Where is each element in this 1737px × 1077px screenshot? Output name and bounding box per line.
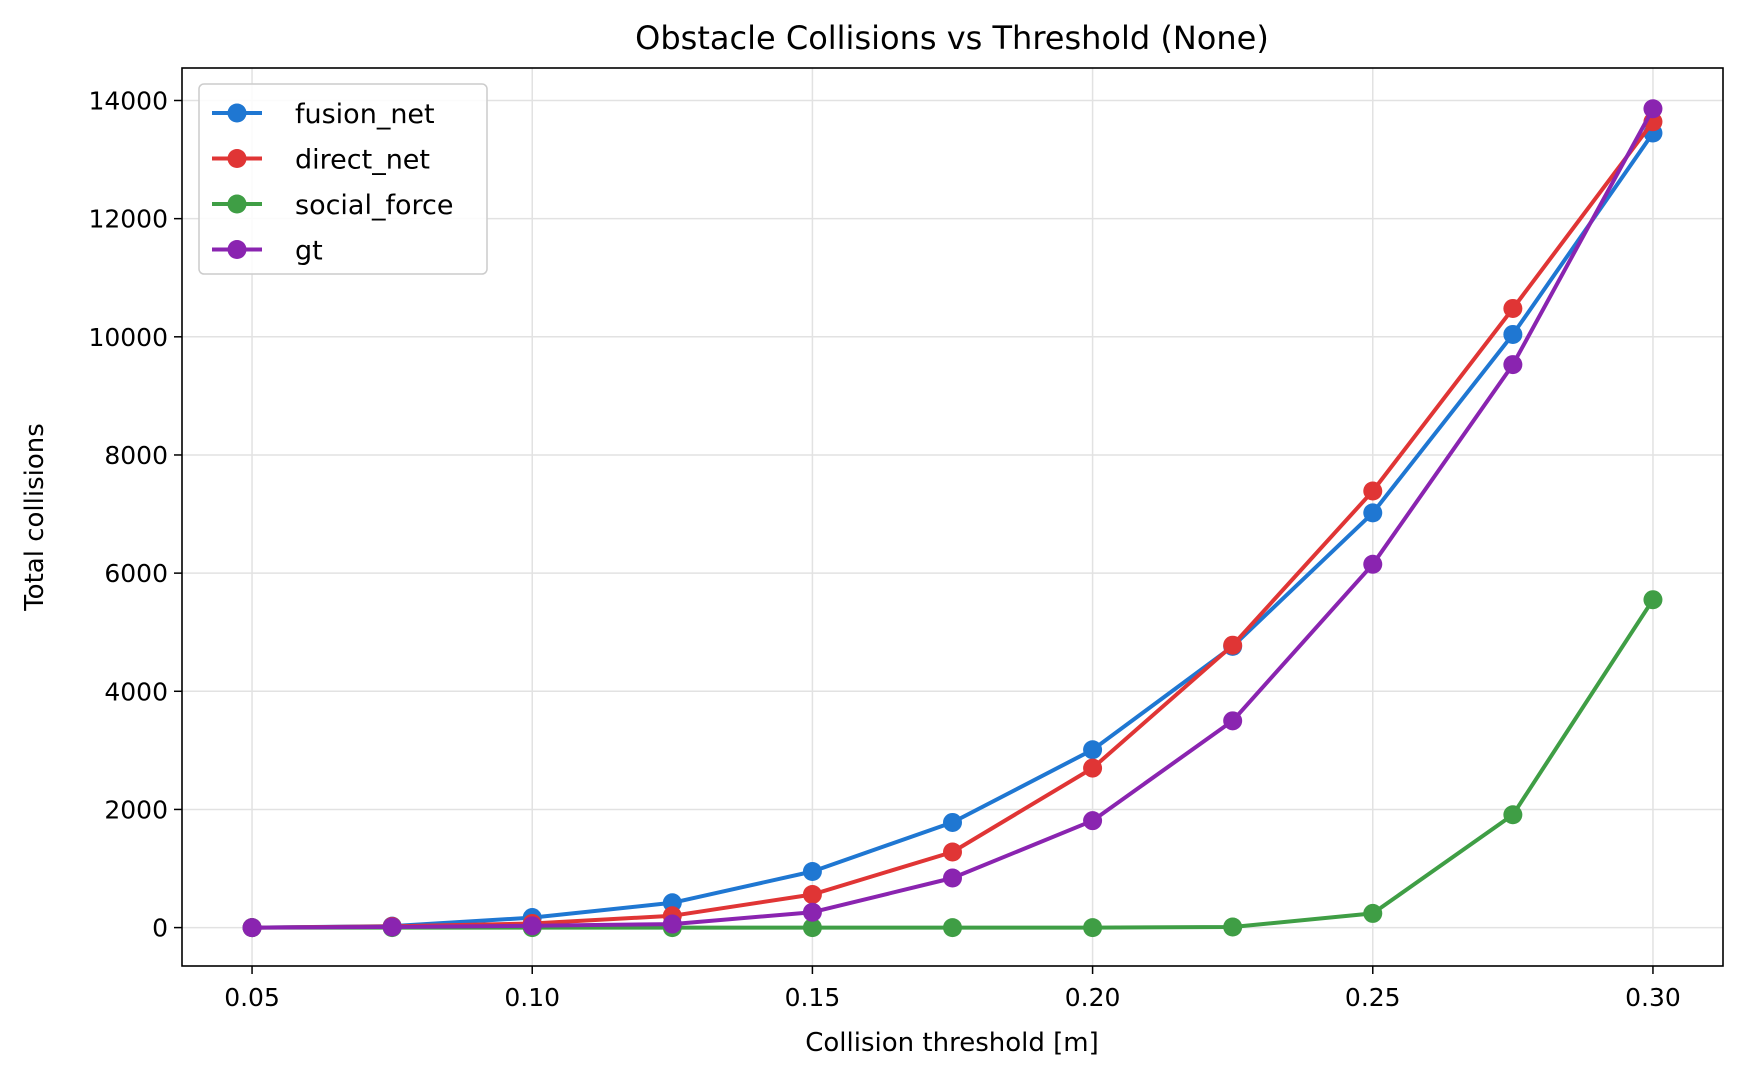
y-tick-label: 4000	[104, 677, 168, 706]
data-point	[1363, 903, 1383, 923]
y-tick-label: 14000	[88, 86, 168, 115]
y-tick-label: 8000	[104, 441, 168, 470]
legend-box	[198, 83, 488, 275]
data-point	[522, 916, 542, 936]
data-point	[943, 918, 962, 938]
legend-item: gt	[212, 236, 323, 267]
data-point	[382, 917, 402, 937]
data-point	[802, 902, 822, 922]
data-point	[802, 918, 822, 938]
data-point	[1643, 99, 1663, 119]
data-point	[1503, 355, 1523, 375]
data-point	[1363, 503, 1383, 523]
axis-ticks: 0.05 0.10 0.15 0.20 0.25 0.30 0 2000 4000 6000 800…	[88, 86, 1680, 1012]
x-tick-label: 0.30	[1625, 983, 1681, 1012]
data-point	[1643, 590, 1663, 610]
x-tick-label: 0.05	[224, 983, 280, 1012]
data-point	[1503, 298, 1523, 318]
data-point	[662, 914, 682, 934]
data-point	[1363, 554, 1383, 574]
legend-marker	[227, 240, 247, 259]
data-point	[242, 918, 262, 938]
legend-marker	[227, 149, 247, 168]
series-layer	[242, 99, 1663, 938]
series-gt	[242, 99, 1663, 938]
legend-marker	[227, 103, 247, 123]
data-point	[943, 842, 962, 862]
data-point	[1083, 918, 1103, 938]
y-tick-label: 0	[152, 914, 168, 943]
y-axis-label: Total collisions	[20, 423, 50, 612]
data-point	[1223, 711, 1243, 731]
data-point	[802, 861, 822, 881]
legend-marker	[227, 194, 247, 214]
data-point	[1223, 635, 1243, 655]
legend-item: fusion_net	[212, 99, 435, 130]
y-tick-label: 6000	[104, 559, 168, 588]
data-point	[943, 812, 962, 832]
x-tick-label: 0.15	[785, 983, 841, 1012]
data-point	[1503, 324, 1523, 344]
x-tick-label: 0.10	[504, 983, 560, 1012]
legend-label: direct_net	[295, 145, 430, 176]
data-point	[1503, 805, 1523, 825]
y-tick-label: 2000	[104, 795, 168, 824]
data-point	[1083, 758, 1103, 778]
data-point	[1083, 740, 1103, 760]
x-axis-label: Collision threshold [m]	[805, 1028, 1098, 1058]
plot-frame	[181, 67, 1724, 967]
y-tick-label: 12000	[88, 205, 168, 234]
data-point	[802, 885, 822, 905]
data-point	[943, 868, 962, 888]
x-tick-label: 0.20	[1065, 983, 1121, 1012]
legend-item: social_force	[212, 190, 453, 221]
legend-label: gt	[295, 236, 323, 267]
legend-label: social_force	[295, 190, 453, 221]
chart-title: Obstacle Collisions vs Threshold (None)	[635, 19, 1269, 57]
legend-label: fusion_net	[295, 99, 435, 130]
data-point	[1083, 811, 1103, 831]
legend-item: direct_net	[212, 145, 430, 176]
data-point	[1363, 481, 1383, 501]
x-tick-label: 0.25	[1345, 983, 1401, 1012]
data-point	[662, 893, 682, 913]
data-point	[1223, 917, 1243, 937]
grid	[182, 68, 1723, 966]
y-tick-label: 10000	[88, 323, 168, 352]
